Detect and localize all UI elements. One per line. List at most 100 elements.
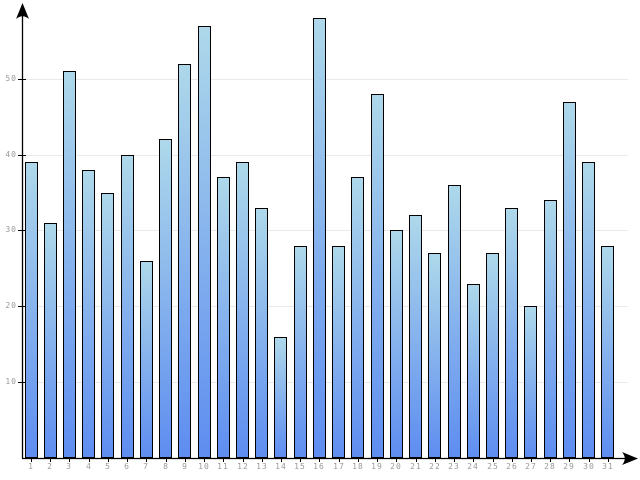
bar [351,177,364,458]
x-axis-tick [166,458,167,462]
x-axis-tick [108,458,109,462]
x-tick-label: 26 [506,462,518,471]
bar [486,253,499,458]
x-tick-label: 14 [275,462,287,471]
x-axis-tick [396,458,397,462]
bar [524,306,537,458]
bar [390,230,403,458]
x-axis-tick [281,458,282,462]
x-axis-tick [473,458,474,462]
bar [44,223,57,458]
x-tick-label: 7 [143,462,149,471]
x-tick-label: 9 [182,462,188,471]
bar [294,246,307,458]
x-axis-tick [127,458,128,462]
x-tick-label: 16 [313,462,325,471]
bar [255,208,268,458]
x-tick-label: 24 [467,462,479,471]
bar [313,18,326,458]
x-tick-label: 27 [525,462,537,471]
x-tick-label: 25 [487,462,499,471]
x-axis-tick [377,458,378,462]
bar [428,253,441,458]
x-tick-label: 1 [28,462,34,471]
x-axis-tick [435,458,436,462]
x-axis-tick [569,458,570,462]
x-axis-tick [416,458,417,462]
bar [159,139,172,458]
x-axis-tick [319,458,320,462]
bar [101,193,114,458]
x-axis-tick [89,458,90,462]
x-axis-tick [550,458,551,462]
x-tick-label: 19 [371,462,383,471]
x-tick-label: 10 [198,462,210,471]
x-tick-label: 22 [429,462,441,471]
x-axis-tick [339,458,340,462]
bar [198,26,211,458]
x-tick-label: 29 [563,462,575,471]
y-tick-label: 40 [5,150,17,159]
x-axis-tick [69,458,70,462]
x-axis-tick [185,458,186,462]
bar [371,94,384,458]
y-tick-label: 30 [5,225,17,234]
x-tick-label: 15 [294,462,306,471]
x-tick-label: 4 [86,462,92,471]
x-axis-tick [608,458,609,462]
y-tick-label: 20 [5,301,17,310]
bar [544,200,557,458]
x-axis-tick [531,458,532,462]
bar [25,162,38,458]
x-axis-tick [223,458,224,462]
bar [409,215,422,458]
x-axis-tick [493,458,494,462]
bar [178,64,191,458]
bar [63,71,76,458]
x-axis-tick [589,458,590,462]
bar [121,155,134,458]
x-tick-label: 21 [410,462,422,471]
bar [582,162,595,458]
x-tick-label: 3 [66,462,72,471]
x-tick-label: 8 [163,462,169,471]
y-tick-label: 10 [5,377,17,386]
bar [448,185,461,458]
x-axis-tick [454,458,455,462]
bar [563,102,576,458]
y-axis-arrow-icon [16,3,29,19]
x-tick-label: 17 [333,462,345,471]
x-tick-label: 2 [47,462,53,471]
x-axis-arrow-icon [622,452,638,465]
x-tick-label: 18 [352,462,364,471]
x-axis-tick [300,458,301,462]
y-tick-label: 50 [5,74,17,83]
x-tick-label: 6 [124,462,130,471]
x-tick-label: 13 [256,462,268,471]
x-axis-tick [262,458,263,462]
bar [505,208,518,458]
x-axis-tick [358,458,359,462]
bar [140,261,153,458]
x-axis-tick [31,458,32,462]
bar [467,284,480,458]
x-axis-tick [50,458,51,462]
bar [217,177,230,458]
bar [601,246,614,458]
x-tick-label: 23 [448,462,460,471]
x-axis-tick [204,458,205,462]
x-tick-label: 28 [544,462,556,471]
x-tick-label: 31 [602,462,614,471]
bar [274,337,287,458]
x-tick-label: 20 [390,462,402,471]
x-tick-label: 30 [583,462,595,471]
x-tick-label: 5 [105,462,111,471]
bar [82,170,95,458]
x-tick-label: 12 [237,462,249,471]
x-axis-tick [243,458,244,462]
x-axis-tick [146,458,147,462]
bar [236,162,249,458]
x-axis-tick [512,458,513,462]
